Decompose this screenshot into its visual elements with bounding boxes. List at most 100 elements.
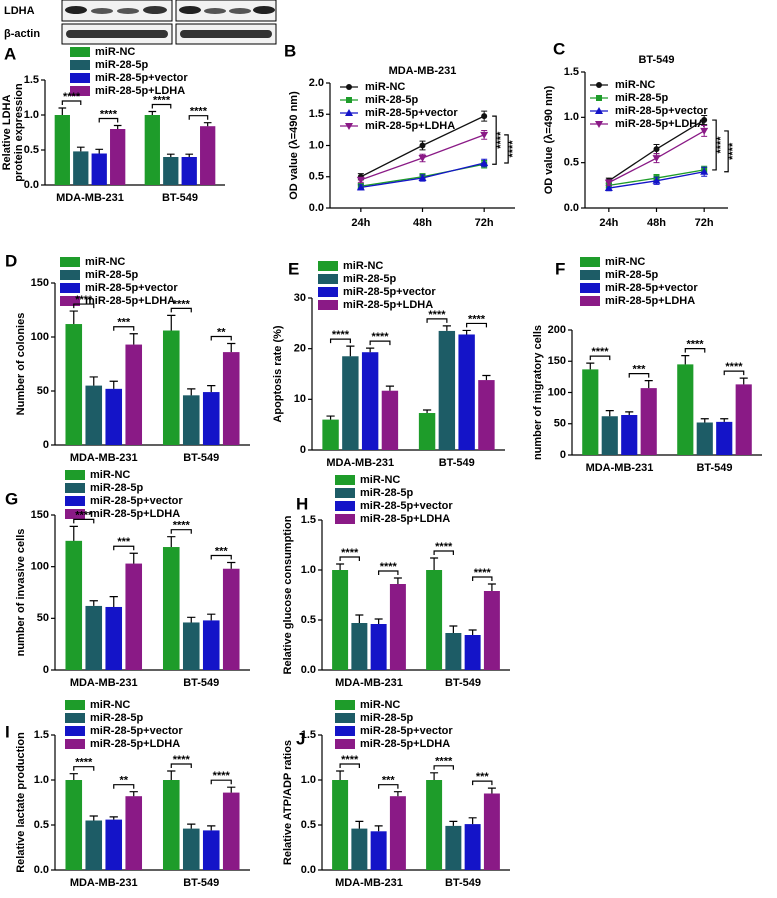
legend-swatch — [70, 73, 90, 83]
significance-label: **** — [153, 94, 171, 106]
bar — [582, 369, 599, 455]
legend-label: miR-28-5p+vector — [605, 282, 698, 294]
bar — [483, 793, 500, 870]
y-tick-label: 0 — [560, 449, 566, 461]
legend-swatch — [60, 257, 80, 267]
error-bar — [129, 791, 138, 797]
y-tick-label: 100 — [548, 386, 566, 398]
bar — [65, 324, 83, 445]
error-bar — [468, 629, 477, 635]
western-blot: LDHA β-actin — [4, 0, 277, 45]
error-bar — [462, 329, 471, 335]
x-tick-label: MDA-MB-231 — [70, 452, 138, 464]
error-bar — [227, 786, 236, 793]
bar — [85, 385, 103, 445]
legend-label: miR-28-5p+LDHA — [343, 299, 433, 311]
legend-marker — [346, 97, 352, 103]
y-tick-label: 50 — [37, 385, 49, 397]
chart-panel: I 0.0 0.5 1.0 1.5 Relative lactate production… — [5, 699, 250, 889]
bar — [162, 330, 180, 445]
x-tick-label: 24h — [599, 217, 618, 229]
legend-label: miR-28-5p — [95, 59, 148, 71]
legend-marker — [595, 107, 603, 114]
x-tick-label: 72h — [475, 217, 494, 229]
bar — [464, 635, 481, 670]
significance-bracket — [210, 554, 232, 560]
y-tick-label: 1.5 — [301, 514, 316, 526]
bar — [105, 819, 123, 870]
y-tick-label: 0 — [300, 444, 306, 456]
legend-label: miR-28-5p — [360, 712, 413, 724]
band — [204, 8, 226, 14]
error-bar — [625, 411, 634, 415]
significance-label: **** — [75, 509, 93, 521]
x-tick-label: BT-549 — [445, 677, 481, 689]
significance-bracket — [472, 780, 493, 786]
bar — [351, 623, 368, 670]
error-bar — [605, 410, 614, 417]
y-tick-label: 0 — [43, 439, 49, 451]
panel-letter: E — [288, 259, 299, 278]
error-bar — [89, 815, 98, 821]
significance-label: **** — [213, 770, 231, 782]
bar — [162, 547, 180, 670]
legend-swatch — [65, 509, 85, 519]
y-tick-label: 0.5 — [564, 157, 579, 169]
bar — [105, 606, 123, 670]
significance-bracket — [472, 576, 493, 581]
legend-marker — [345, 109, 353, 116]
bar — [426, 780, 443, 870]
significance-label: *** — [633, 364, 647, 376]
significance-bracket — [628, 373, 650, 378]
legend-label: miR-NC — [360, 474, 400, 486]
y-tick-label: 150 — [31, 509, 49, 521]
error-bar — [739, 377, 748, 385]
y-tick-label: 0 — [43, 664, 49, 676]
error-bar — [468, 817, 477, 825]
bar — [621, 415, 638, 455]
significance-bracket — [339, 556, 360, 561]
bar — [370, 831, 387, 870]
bar — [478, 380, 495, 450]
significance-bracket — [492, 115, 497, 165]
error-bar — [69, 525, 78, 541]
significance-label: *** — [476, 771, 490, 783]
y-tick-label: 20 — [294, 343, 306, 355]
legend-swatch — [318, 287, 338, 297]
legend-swatch — [65, 483, 85, 493]
error-bar — [113, 124, 122, 129]
x-tick-label: MDA-MB-231 — [70, 877, 138, 889]
bar — [163, 157, 179, 185]
error-bar — [89, 376, 98, 386]
error-bar — [95, 148, 104, 154]
significance-bracket — [589, 355, 611, 361]
y-tick-label: 0.0 — [301, 664, 316, 676]
legend-label: miR-28-5p — [90, 482, 143, 494]
marker — [418, 155, 427, 162]
bar — [182, 395, 200, 445]
error-bar — [442, 325, 451, 331]
legend-swatch — [65, 470, 85, 480]
error-bar — [482, 374, 491, 381]
significance-bracket — [98, 117, 119, 123]
significance-label: *** — [382, 775, 396, 787]
legend-label: miR-28-5p+LDHA — [90, 508, 180, 520]
error-bar — [187, 823, 196, 829]
y-axis-label: Relative glucose consumption — [282, 515, 294, 674]
legend-marker — [596, 95, 602, 101]
bar — [389, 584, 406, 670]
y-tick-label: 50 — [554, 418, 566, 430]
significance-label: **** — [173, 754, 191, 766]
bar — [222, 792, 240, 870]
x-tick-label: BT-549 — [439, 457, 475, 469]
error-bar — [644, 380, 653, 389]
error-bar — [430, 772, 439, 780]
y-tick-label: 1.5 — [564, 66, 579, 78]
y-tick-label: 1.5 — [309, 108, 324, 120]
bar — [370, 624, 387, 670]
legend-label: miR-28-5p — [365, 94, 418, 106]
band — [253, 6, 275, 14]
marker — [480, 159, 489, 166]
error-bar — [207, 613, 216, 621]
